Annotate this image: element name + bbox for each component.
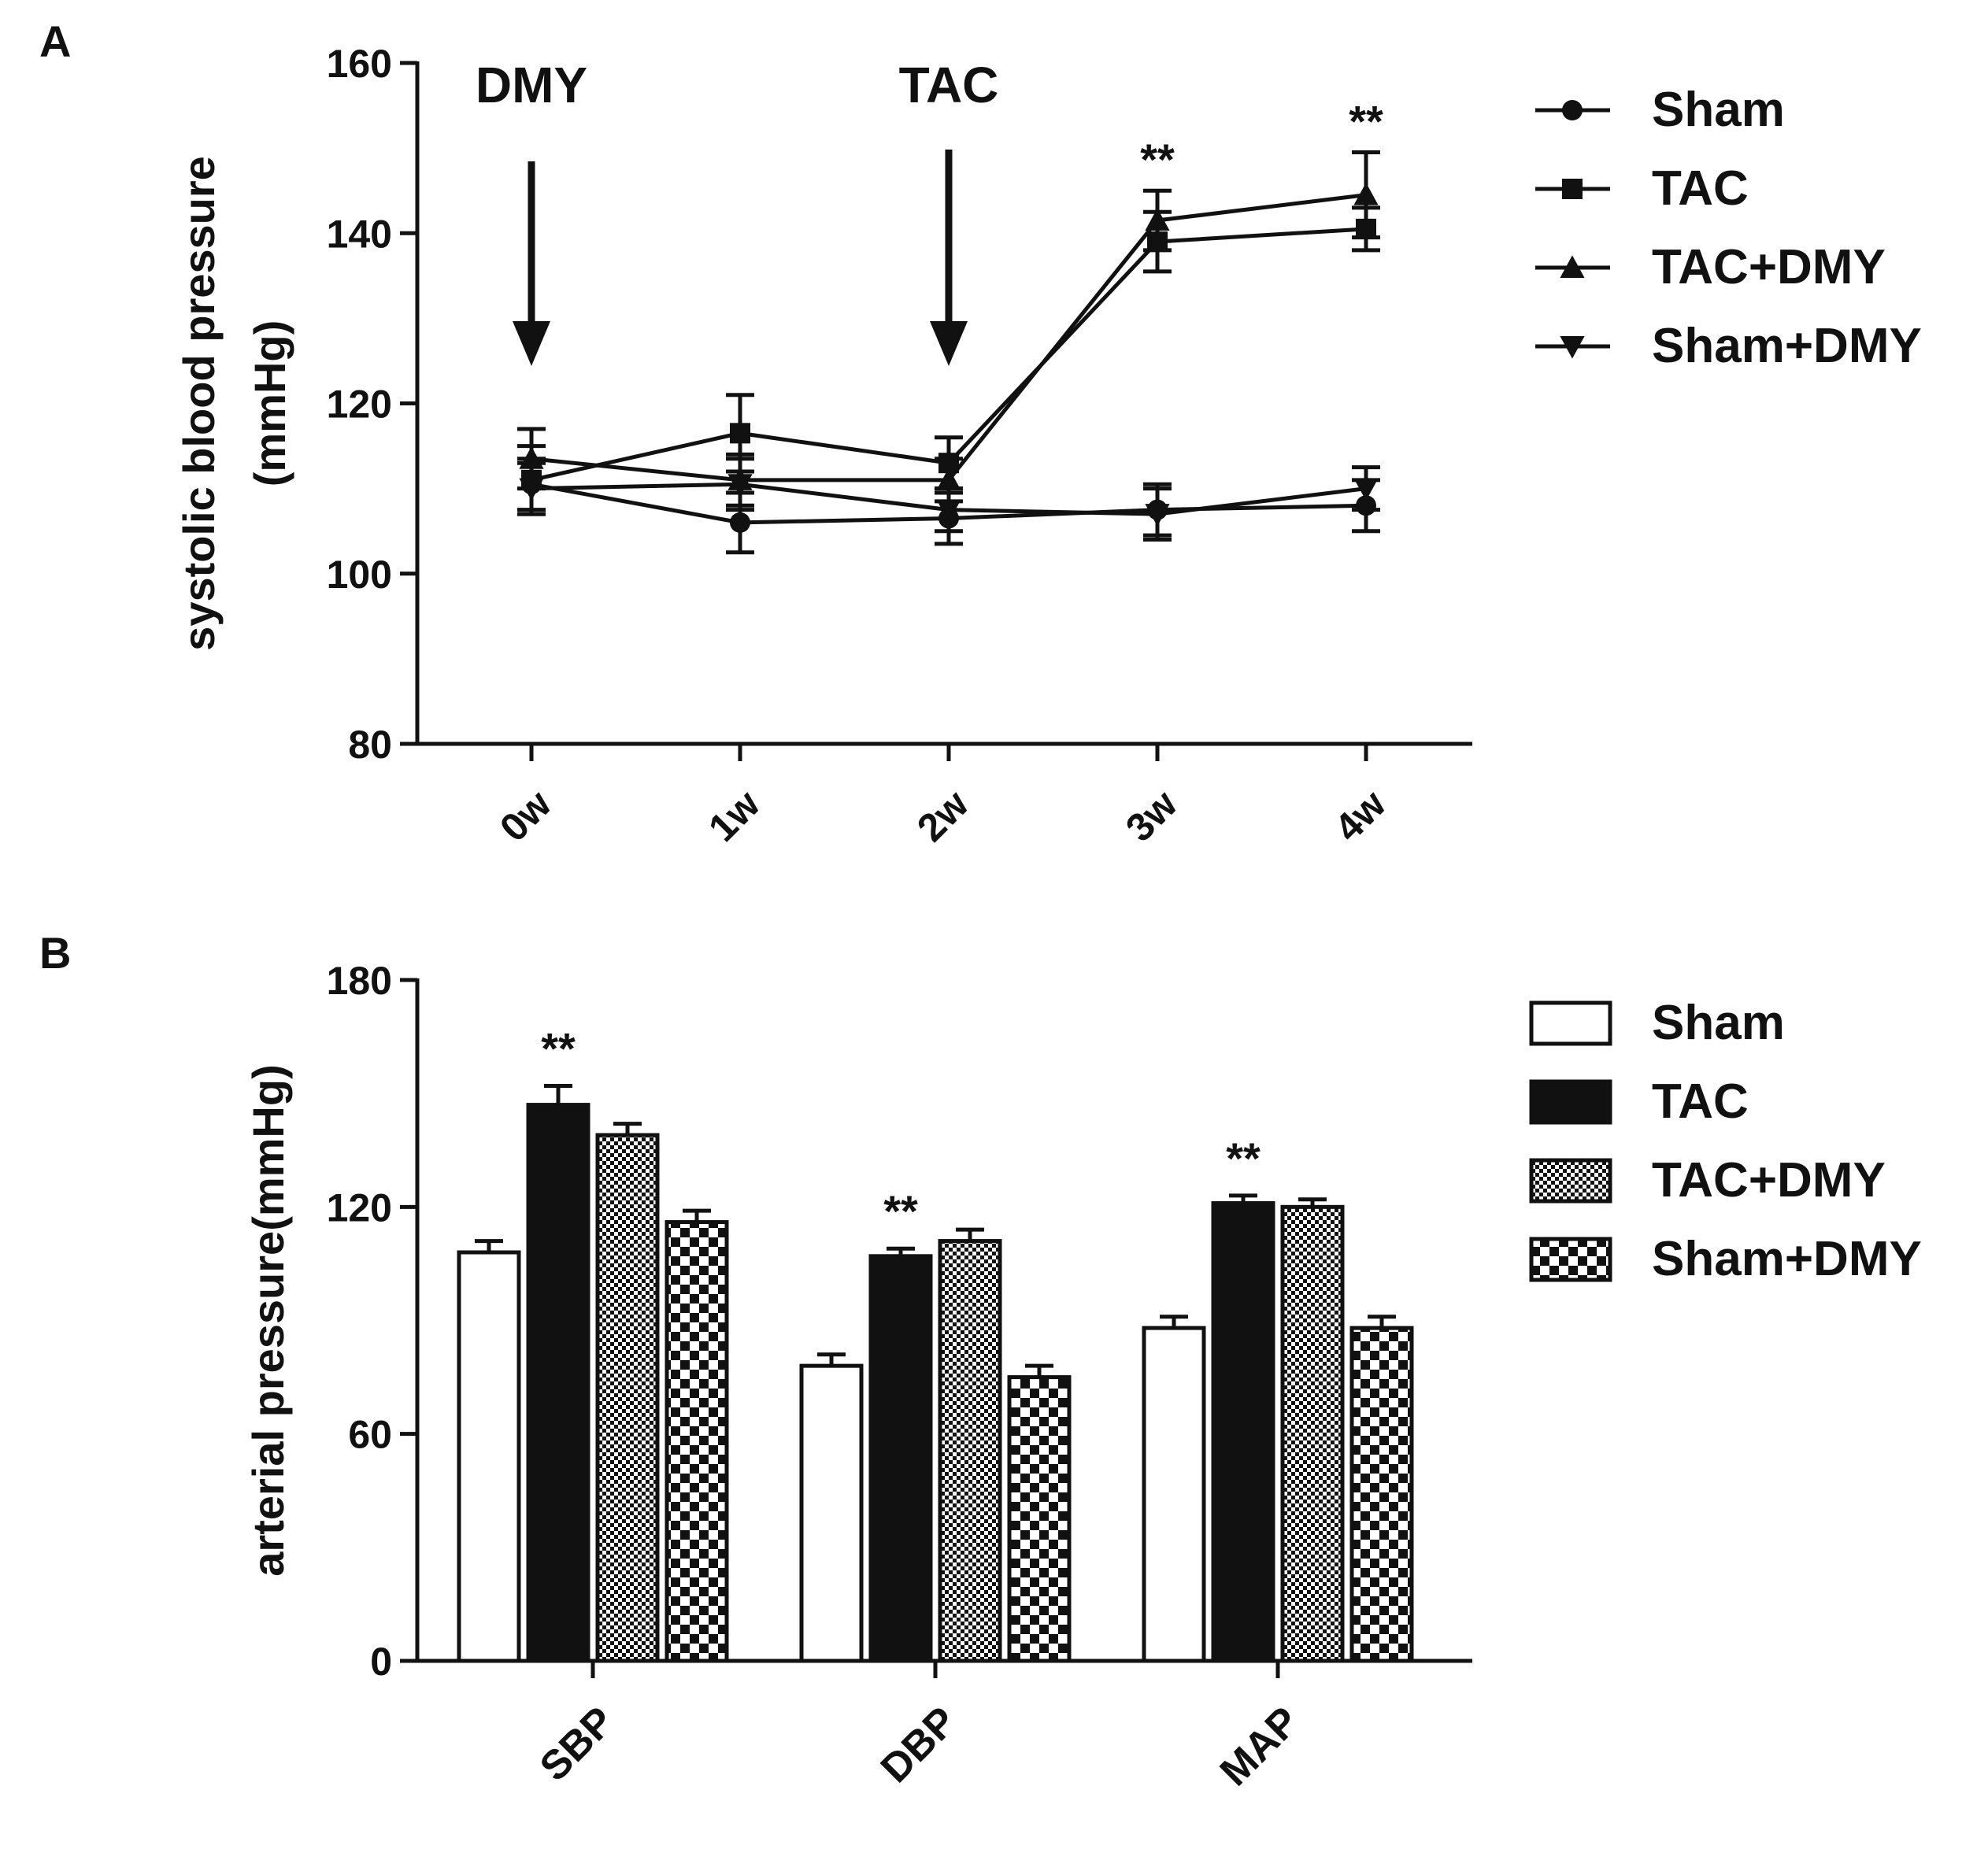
data-point-sham-dmy-4w: [1353, 478, 1379, 501]
legend-label: TAC+DMY: [1652, 1153, 1886, 1207]
annotation-dmy-label: DMY: [476, 57, 587, 113]
legend-marker-square: [1562, 179, 1583, 199]
panel-b-x-tick-label-dbp: DBP: [872, 1698, 966, 1792]
panel-b-x-tick-label-map: MAP: [1212, 1698, 1309, 1795]
panel-a-legend: Sham TAC TAC+DMY Sham+DMY: [1535, 83, 1922, 373]
bar-sham-map: [1142, 1326, 1206, 1663]
data-point-tac-dmy-4w: [1353, 182, 1379, 205]
panel-b-y-tick-label: 60: [348, 1413, 392, 1457]
bar-sham-sbp: [457, 1250, 521, 1663]
panel-a-x-tick-label-1w: 1w: [700, 782, 768, 850]
legend-label: TAC: [1652, 161, 1749, 216]
legend-item-sham-dmy: Sham+DMY: [1529, 1232, 1922, 1286]
bar-sham-dmy-dbp: [1007, 1375, 1072, 1663]
bar-tac-sbp: [526, 1103, 590, 1663]
legend-label: Sham: [1652, 83, 1785, 137]
panel-a-x-tick-label-4w: 4w: [1326, 782, 1394, 850]
data-point-sham-dmy-0w: [519, 478, 544, 501]
panel-a-x-tick-label-3w: 3w: [1117, 782, 1186, 850]
significance-marker: **: [883, 1186, 918, 1236]
data-point-tac-dmy-3w: [1145, 208, 1170, 231]
panel-b-legend: Sham TAC TAC+DMY Sham+DMY: [1529, 996, 1922, 1286]
panel-a-line-chart: A systolic blood pressure (mmHg) 80 100 120…: [39, 17, 1922, 850]
legend-label: Sham: [1652, 996, 1785, 1050]
panel-label-a: A: [39, 17, 71, 66]
bar-sham-dmy-sbp: [665, 1220, 729, 1663]
legend-swatch-white: [1529, 1000, 1612, 1046]
panel-a-y-tick-label: 120: [327, 383, 392, 427]
bar-tac-map: [1211, 1201, 1275, 1663]
panel-b-bar-chart: B arterial pressure(mmHg) 0 60 120 180 SBP D…: [39, 928, 1922, 1795]
legend-item-tac: TAC: [1529, 1074, 1749, 1129]
series-sham-dmy: [517, 457, 1380, 542]
legend-item-sham: Sham: [1529, 996, 1785, 1050]
data-point-sham-1w: [730, 512, 750, 533]
legend-swatch-black: [1529, 1079, 1612, 1125]
data-point-tac-1w: [730, 423, 750, 444]
bar-sham-dmy-map: [1349, 1326, 1414, 1663]
bar-tac-dmy-map: [1280, 1204, 1345, 1663]
legend-swatch-fine-check: [1529, 1158, 1612, 1204]
annotation-dmy-arrow-head: [513, 321, 550, 366]
legend-marker-triangle-down: [1560, 336, 1585, 359]
legend-item-tac-dmy: TAC+DMY: [1535, 240, 1886, 294]
panel-a-x-tick-label-0w: 0w: [491, 782, 560, 850]
legend-item-sham: Sham: [1535, 83, 1785, 137]
significance-marker: **: [1349, 97, 1383, 146]
panel-a-y-axis-label: systolic blood pressure (mmHg): [174, 156, 294, 651]
legend-label: Sham+DMY: [1652, 319, 1922, 373]
bar-tac-dbp: [868, 1254, 933, 1663]
panel-a-y-tick-label: 160: [327, 42, 392, 86]
panel-b-y-tick-label: 180: [327, 959, 392, 1003]
legend-label: Sham+DMY: [1652, 1232, 1922, 1286]
panel-a-x-tick-label-2w: 2w: [909, 782, 977, 850]
annotation-tac-label: TAC: [899, 57, 999, 113]
bar-tac-dmy-sbp: [595, 1133, 660, 1663]
panel-b-y-axis-label: arterial pressure(mmHg): [243, 1064, 293, 1576]
panel-label-b: B: [39, 928, 71, 978]
data-point-sham-dmy-2w: [936, 499, 961, 523]
panel-a-y-axis-label-line2: (mmHg): [245, 320, 294, 487]
panel-a-y-tick-label: 80: [348, 723, 392, 767]
legend-marker-circle: [1562, 100, 1583, 120]
annotation-tac-arrow-head: [930, 321, 968, 366]
panel-b-x-tick-label-sbp: SBP: [531, 1698, 624, 1790]
legend-label: TAC: [1652, 1074, 1749, 1129]
legend-item-tac-dmy: TAC+DMY: [1529, 1153, 1886, 1207]
panel-a-y-tick-label: 140: [327, 212, 392, 256]
data-point-tac-dmy-2w: [936, 468, 961, 490]
bar-sham-dbp: [799, 1363, 864, 1663]
panel-a-y-axis-label-line1: systolic blood pressure: [174, 156, 224, 651]
panel-b-y-tick-label: 120: [327, 1185, 392, 1230]
significance-marker: **: [1140, 135, 1175, 184]
panel-a-y-tick-label: 100: [327, 553, 392, 597]
data-point-sham-dmy-1w: [727, 474, 753, 497]
legend-marker-triangle-up: [1560, 255, 1585, 278]
legend-swatch-coarse-check: [1529, 1237, 1612, 1282]
significance-marker: **: [541, 1024, 576, 1074]
bar-tac-dmy-dbp: [938, 1239, 1002, 1663]
data-point-sham-dmy-3w: [1145, 504, 1170, 527]
significance-marker: **: [1226, 1133, 1261, 1183]
panel-b-y-tick-label: 0: [370, 1640, 392, 1684]
legend-item-sham-dmy: Sham+DMY: [1535, 319, 1922, 373]
legend-item-tac: TAC: [1535, 161, 1749, 216]
legend-label: TAC+DMY: [1652, 240, 1886, 294]
